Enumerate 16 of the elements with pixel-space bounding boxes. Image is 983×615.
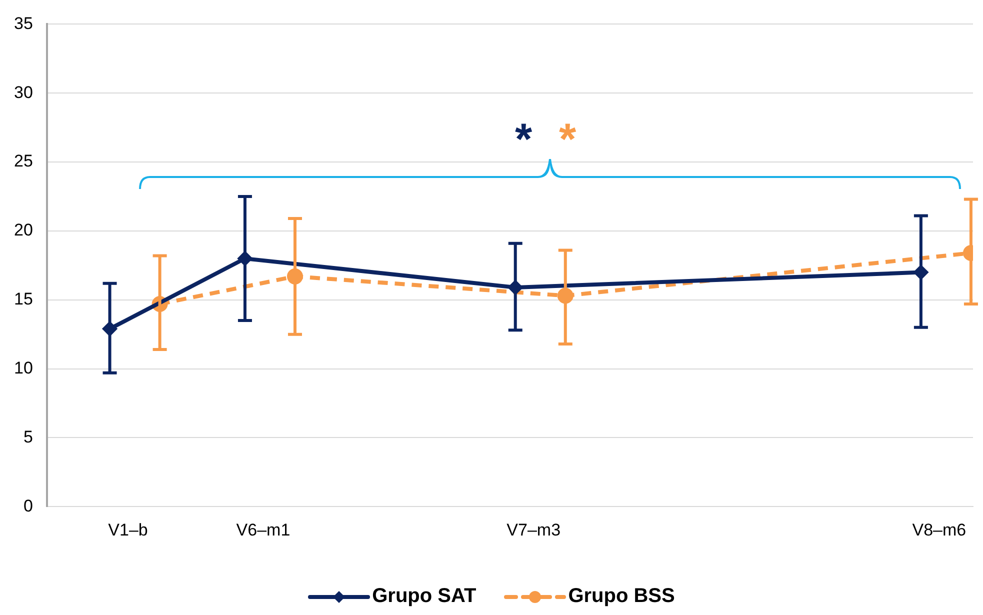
legend-label: Grupo SAT	[372, 585, 476, 608]
y-tick-label: 0	[23, 496, 33, 516]
x-tick-label: V1–b	[108, 520, 148, 540]
x-tick-label: V8–m6	[912, 520, 966, 540]
y-tick-label: 35	[14, 14, 33, 33]
y-tick-label: 15	[14, 290, 33, 309]
y-tick-label: 30	[14, 82, 33, 102]
y-tick-label: 25	[14, 152, 33, 171]
legend-label: Grupo BSS	[568, 585, 675, 608]
y-tick-label: 10	[14, 358, 33, 378]
annotation: *	[515, 115, 532, 164]
annotation: *	[559, 115, 576, 164]
x-tick-label: V7–m3	[506, 520, 561, 540]
x-tick-label: V6–m1	[236, 520, 290, 540]
y-tick-label: 5	[23, 427, 33, 446]
y-tick-label: 20	[14, 220, 33, 240]
